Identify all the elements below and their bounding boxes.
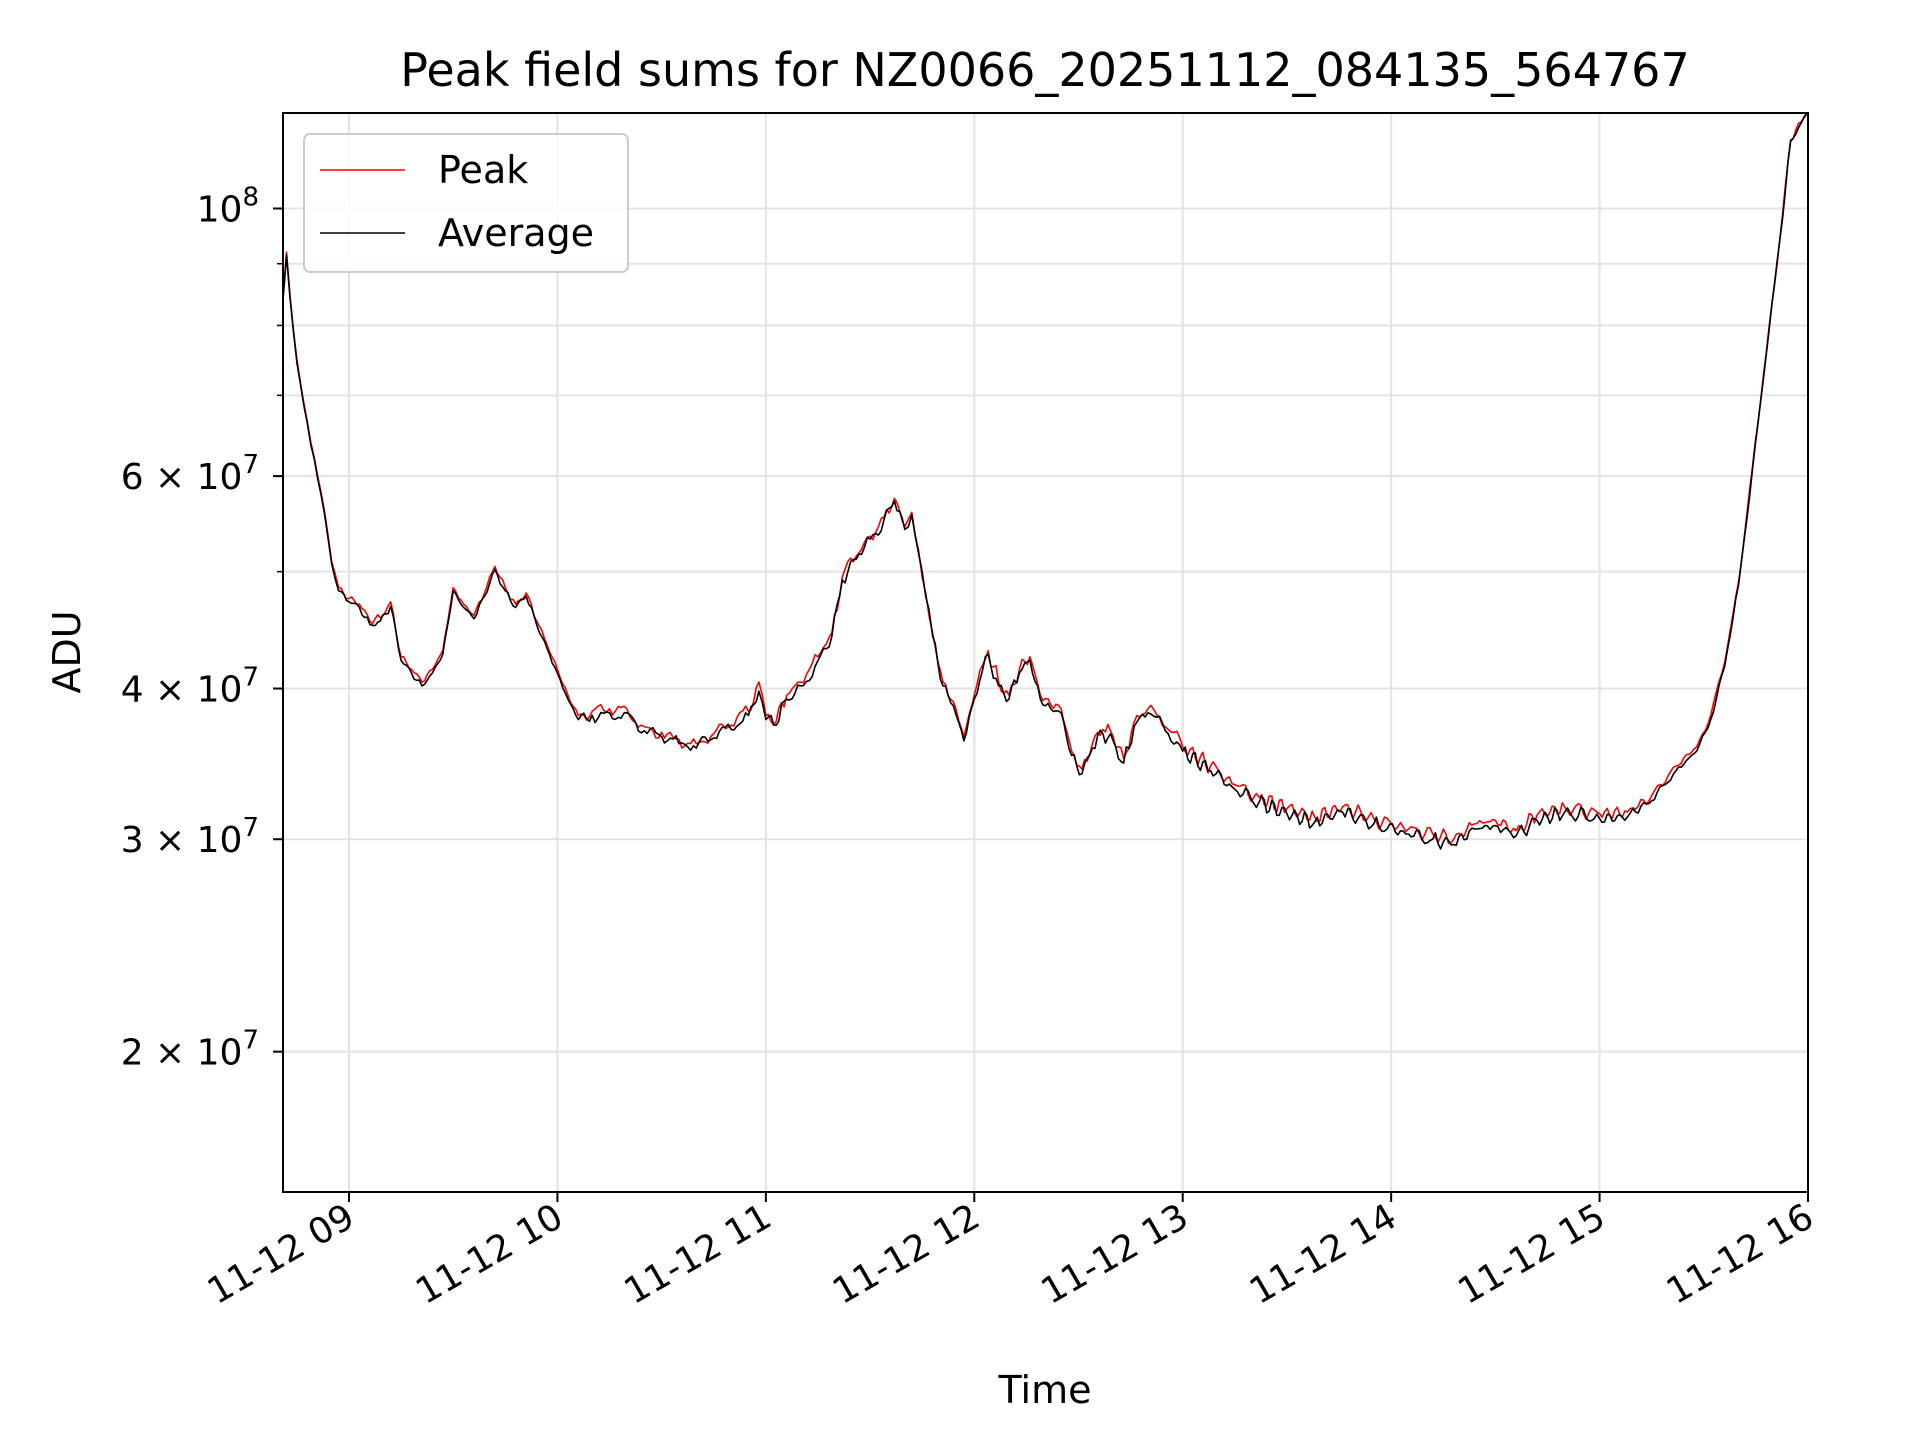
y-tick-label: 2 × 107	[121, 1026, 259, 1074]
legend-box	[303, 133, 629, 273]
legend-label-average: Average	[438, 211, 594, 255]
y-tick-label: 3 × 107	[121, 813, 259, 861]
y-tick-label: 4 × 107	[121, 663, 259, 711]
legend: Peak Average	[303, 133, 629, 273]
y-axis-ticks: 108 6 × 107 4 × 107 3 × 107 2 × 107	[121, 183, 283, 1074]
plot-frame	[282, 112, 1809, 1193]
x-axis-label: Time	[998, 1368, 1092, 1412]
series-lines	[282, 112, 1809, 850]
y-tick-label: 108	[197, 183, 259, 231]
legend-label-peak: Peak	[438, 148, 528, 192]
y-tick-label: 6 × 107	[121, 450, 259, 498]
y-axis-label: ADU	[45, 610, 89, 693]
chart-title: Peak field sums for NZ0066_20251112_0841…	[400, 43, 1689, 97]
series-line-average	[282, 112, 1809, 850]
